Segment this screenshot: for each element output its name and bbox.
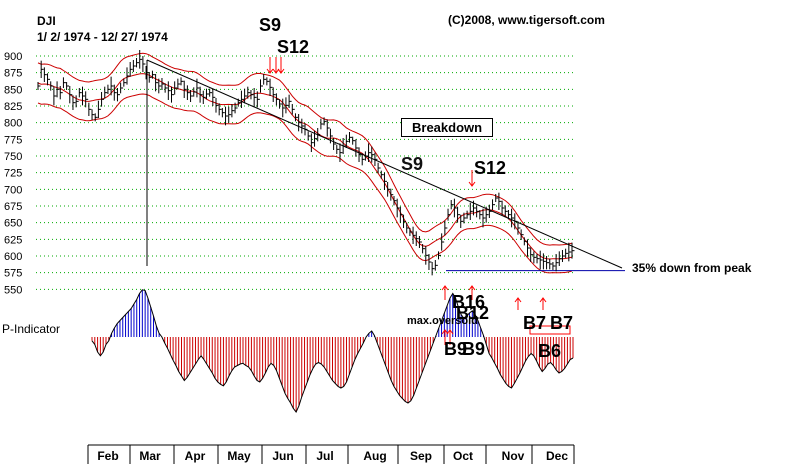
buy-arrow-head (446, 329, 454, 335)
downtrend-line (146, 59, 623, 269)
x-tick-label: Jul (316, 449, 333, 463)
y-tick-label: 675 (4, 201, 22, 213)
y-tick-label: 550 (4, 284, 22, 296)
y-tick-label: 700 (4, 184, 22, 196)
max-oversold-label: max.oversold (407, 315, 478, 327)
y-tick-label: 900 (4, 51, 22, 63)
sell-arrow-head (272, 68, 280, 74)
x-tick-label: May (227, 449, 251, 463)
signal-s12-top: S12 (277, 37, 310, 57)
y-tick-label: 625 (4, 234, 22, 246)
sell-arrow-head (266, 68, 274, 74)
signal-b7-a: B7 (523, 313, 547, 333)
signal-b7-b: B7 (550, 313, 574, 333)
y-tick-label: 725 (4, 168, 22, 180)
x-tick-label: Apr (185, 449, 206, 463)
price-bars (37, 49, 575, 276)
y-tick-label: 800 (4, 118, 22, 130)
signal-s9-mid: S9 (401, 154, 424, 174)
y-tick-label: 650 (4, 218, 22, 230)
note-35-percent: 35% down from peak (632, 261, 752, 275)
signal-s9-top: S9 (259, 15, 282, 35)
buy-arrow-head (441, 329, 449, 335)
x-axis: Feb Mar Apr May Jun Jul Aug Sep Oct Nov Dec (87, 444, 575, 464)
y-tick-label: 825 (4, 101, 22, 113)
signal-b16: B16 (452, 292, 486, 312)
signal-b9-b: B9 (462, 339, 486, 359)
x-tick-label: Sep (410, 449, 432, 463)
x-tick-label: Dec (546, 449, 568, 463)
x-tick-label: Mar (139, 449, 161, 463)
x-tick-label: Feb (97, 449, 118, 463)
y-tick-label: 775 (4, 134, 22, 146)
indicator-outline (91, 289, 574, 413)
x-tick-label: Oct (453, 449, 473, 463)
trend-lines (146, 59, 625, 272)
signal-cluster-box (529, 325, 571, 335)
band-upper (37, 52, 573, 246)
y-tick-label: 600 (4, 251, 22, 263)
date-range: 1/ 2/ 1974 - 12/ 27/ 1974 (37, 30, 168, 44)
signal-b12: B12 (456, 303, 490, 323)
y-tick-label: 750 (4, 151, 22, 163)
x-tick-label: Aug (363, 449, 386, 463)
sell-arrow-head (277, 68, 285, 74)
y-axis-ticks: 900 875 850 825 800 775 750 725 700 675 650 625 600 5… (4, 51, 22, 296)
buy-arrow-head (468, 285, 476, 291)
buy-arrow-head (539, 297, 547, 303)
y-tick-label: 850 (4, 84, 22, 96)
y-tick-label: 875 (4, 68, 22, 80)
p-indicator-histogram (91, 289, 574, 413)
buy-arrow-head (514, 297, 522, 303)
symbol-label: DJI (37, 14, 56, 28)
p-indicator-label: P-Indicator (2, 322, 61, 336)
y-tick-label: 575 (4, 268, 22, 280)
signal-b6: B6 (538, 341, 562, 361)
signal-arrows (266, 57, 571, 345)
signal-s12-right: S12 (474, 158, 507, 178)
x-tick-label: Jun (272, 449, 293, 463)
copyright: (C)2008, www.tigersoft.com (448, 13, 605, 27)
breakdown-label: Breakdown (401, 118, 494, 137)
x-tick-label: Nov (502, 449, 525, 463)
buy-arrow-head (441, 285, 449, 291)
sell-arrow-head (468, 181, 476, 187)
signal-b9-a: B9 (444, 339, 468, 359)
